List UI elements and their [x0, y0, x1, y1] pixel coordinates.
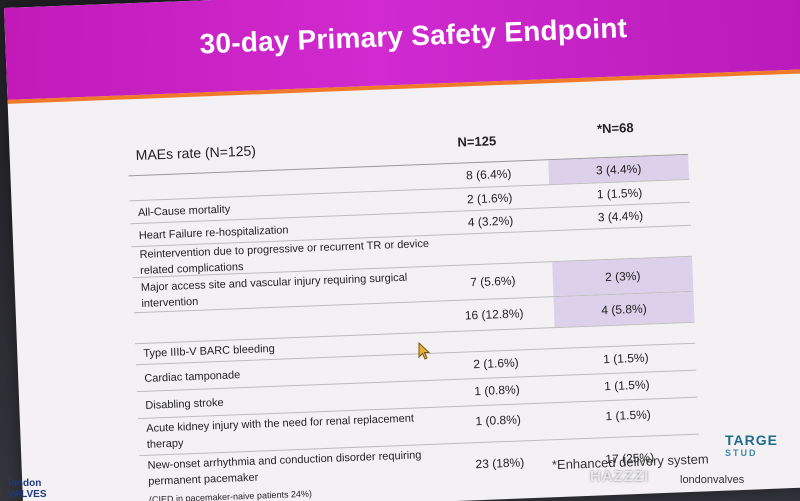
- row-value-n68: 1 (1.5%): [605, 407, 652, 424]
- logo-line-2: VALVES: [8, 489, 47, 500]
- watermark-text: HAZZZI: [590, 468, 650, 485]
- row-value-n125: 16 (12.8%): [464, 306, 524, 323]
- row-value-n125: 1 (0.8%): [475, 412, 522, 429]
- row-value-n68: 1 (1.5%): [596, 185, 643, 202]
- target-study-logo: TARGE STUD: [725, 432, 778, 458]
- row-value-n125: [431, 237, 551, 242]
- safety-endpoint-table: MAEs rate (N=125) N=125 *N=68 8 (6.4%) 3…: [127, 117, 701, 501]
- row-value-n125: 2 (1.6%): [473, 355, 519, 372]
- row-value-n125: 8 (6.4%): [465, 166, 512, 183]
- target-logo-text: TARGE: [725, 432, 778, 448]
- logo-line-1: london: [8, 478, 42, 489]
- row-value-n125: 7 (5.6%): [469, 273, 516, 290]
- row-value-n125: 2 (1.6%): [466, 190, 513, 207]
- row-value-n125: 1 (0.8%): [474, 382, 520, 399]
- row-value-n125: 23 (18%): [475, 455, 525, 472]
- header-col-n125: N=125: [457, 133, 497, 150]
- row-value-n125: 4 (3.2%): [467, 213, 514, 230]
- london-valves-logo: london VALVES: [8, 478, 47, 500]
- row-value-n68: [551, 232, 691, 237]
- row-value-n68: 4 (5.8%): [553, 291, 695, 328]
- presentation-slide: 30-day Primary Safety Endpoint MAEs rate…: [4, 0, 800, 501]
- study-logo-text: STUD: [725, 448, 758, 458]
- header-col-n68: *N=68: [596, 119, 634, 137]
- social-handle: londonvalves: [680, 474, 745, 486]
- row-value-n68: 3 (4.4%): [597, 208, 644, 225]
- row-value-n68: 2 (3%): [552, 256, 694, 297]
- row-value-n68: 1 (1.5%): [604, 377, 650, 394]
- header-label: MAEs rate (N=125): [135, 142, 257, 164]
- mouse-pointer-icon: [418, 341, 431, 360]
- row-value-n68: 1 (1.5%): [602, 350, 649, 367]
